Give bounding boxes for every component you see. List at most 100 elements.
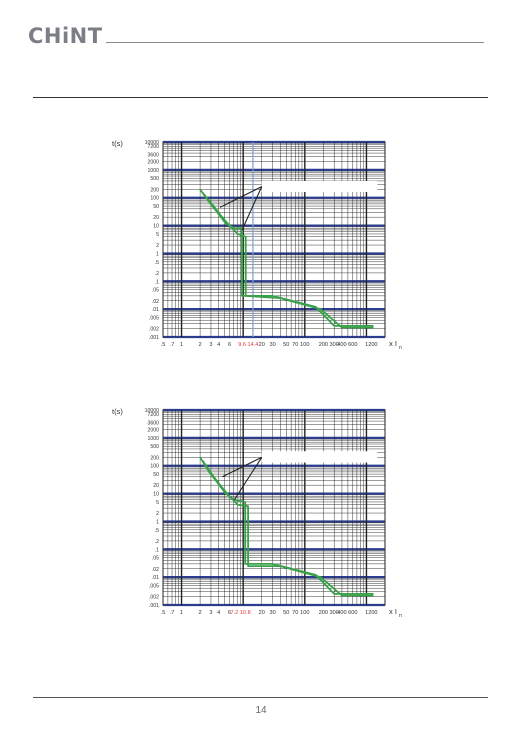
trip-curve-chart-2-svg: 100007200360020001000500200100502010521.… (112, 407, 402, 619)
y-tick-label: .002 (149, 595, 159, 601)
x-tick-label: 70 (292, 342, 298, 348)
x-tick-label: 6 (228, 610, 231, 616)
x-tick-label: 30 (269, 342, 275, 348)
x-tick-label: 1 (180, 342, 183, 348)
y-tick-label: .5 (155, 260, 159, 266)
y-tick-label: .02 (152, 567, 159, 573)
y-tick-label: 5 (156, 232, 159, 238)
y-tick-label: .005 (149, 584, 159, 590)
x-tick-label: 30 (269, 610, 275, 616)
x-tick-label: 300 (330, 610, 339, 616)
x-tick-label: 1200 (365, 610, 377, 616)
x-tick-label: 2 (199, 342, 202, 348)
x-tick-label: .7 (170, 342, 175, 348)
y-tick-label: 7200 (147, 412, 159, 418)
page-number: 14 (255, 705, 267, 716)
y-tick-label: .2 (155, 539, 159, 545)
x-tick-label: 14.4 (247, 342, 258, 348)
x-tick-label: 50 (283, 610, 289, 616)
y-tick-label: 500 (150, 444, 159, 450)
x-tick-label: 2 (199, 610, 202, 616)
grid (162, 408, 386, 607)
trip-curve-chart-1-svg: 100007200360020001000500200100502010521.… (112, 139, 402, 351)
y-tick-label: .005 (149, 316, 159, 322)
x-axis-label-subscript: n (399, 613, 402, 619)
x-tick-label: 300 (330, 342, 339, 348)
y-tick-label: 1 (156, 251, 159, 257)
y-tick-label: 2000 (147, 159, 159, 165)
y-tick-label: .05 (152, 288, 159, 294)
annotation-box (261, 451, 378, 463)
y-tick-label: .001 (149, 603, 159, 609)
y-tick-label: 10 (153, 492, 159, 498)
footer-rule (33, 697, 488, 698)
y-tick-label: .001 (149, 335, 159, 341)
y-tick-label: 2 (156, 511, 159, 517)
x-tick-label: 400 (337, 610, 346, 616)
y-tick-label: 5 (156, 500, 159, 506)
x-tick-label: 7.2 (231, 610, 239, 616)
y-tick-label: 3600 (147, 152, 159, 158)
series-line (201, 460, 374, 597)
y-tick-label: 200 (150, 455, 159, 461)
y-tick-label: 100 (150, 464, 159, 470)
grid (162, 140, 386, 339)
trip-curve-chart-1: 10000 7200 3600 2000 1000 500 200 100 50 20 10 5 2 1.… (108, 130, 408, 365)
y-tick-label: 2 (156, 243, 159, 249)
x-tick-label: 3 (209, 610, 212, 616)
y-tick-label: .2 (155, 271, 159, 277)
y-tick-label: 10 (153, 224, 159, 230)
x-tick-label: 100 (300, 610, 309, 616)
y-tick-label: 50 (153, 472, 159, 478)
header-rule (106, 42, 484, 43)
trip-curve-chart-2: 10000 7200 3600 2000 1000 500 200 100 50 20 10 5 2 1.… (108, 398, 408, 633)
y-tick-label: 1 (156, 519, 159, 525)
x-tick-label: 20 (259, 342, 265, 348)
x-tick-label: .5 (161, 610, 166, 616)
x-tick-label: 20 (259, 610, 265, 616)
x-axis-label-subscript: n (399, 345, 402, 351)
chint-logo: CHiNT (28, 24, 103, 48)
series-line (202, 192, 374, 329)
x-tick-label: 6 (228, 342, 231, 348)
y-tick-label: .1 (155, 279, 159, 285)
x-tick-label: 70 (292, 610, 298, 616)
x-tick-label: 3 (209, 342, 212, 348)
y-tick-label: .1 (155, 547, 159, 553)
y-tick-label: 3600 (147, 420, 159, 426)
y-tick-label: 20 (153, 483, 159, 489)
x-axis-label: x I (389, 339, 397, 348)
y-tick-label: .02 (152, 299, 159, 305)
y-tick-label: 1000 (147, 436, 159, 442)
x-tick-label: 4 (217, 610, 220, 616)
y-axis-label: t(s) (112, 139, 123, 148)
x-tick-label: 600 (348, 342, 357, 348)
x-tick-label: 4 (217, 342, 220, 348)
x-axis-label: x I (389, 607, 397, 616)
y-tick-label: 20 (153, 215, 159, 221)
annotation-box (261, 180, 378, 193)
annotation-line (222, 456, 262, 478)
y-tick-label: .5 (155, 528, 159, 534)
x-tick-label: 1200 (365, 342, 377, 348)
y-axis-label: t(s) (112, 407, 123, 416)
x-tick-label: 9.6 (238, 342, 246, 348)
y-tick-label: 100 (150, 196, 159, 202)
y-tick-label: .01 (152, 575, 159, 581)
x-tick-label: 200 (319, 610, 328, 616)
y-tick-label: 10000 (145, 140, 160, 146)
x-tick-label: .5 (161, 342, 166, 348)
x-tick-label: 200 (319, 342, 328, 348)
y-tick-label: 1000 (147, 168, 159, 174)
x-tick-label: 100 (300, 342, 309, 348)
y-tick-label: .05 (152, 556, 159, 562)
y-tick-label: 500 (150, 176, 159, 182)
x-tick-label: 400 (337, 342, 346, 348)
x-tick-label: 600 (348, 610, 357, 616)
y-tick-label: .002 (149, 327, 159, 333)
y-tick-label: 200 (150, 187, 159, 193)
annotation-line (219, 186, 262, 208)
y-tick-label: 7200 (147, 144, 159, 150)
y-tick-label: 50 (153, 204, 159, 210)
x-tick-label: 1 (180, 610, 183, 616)
